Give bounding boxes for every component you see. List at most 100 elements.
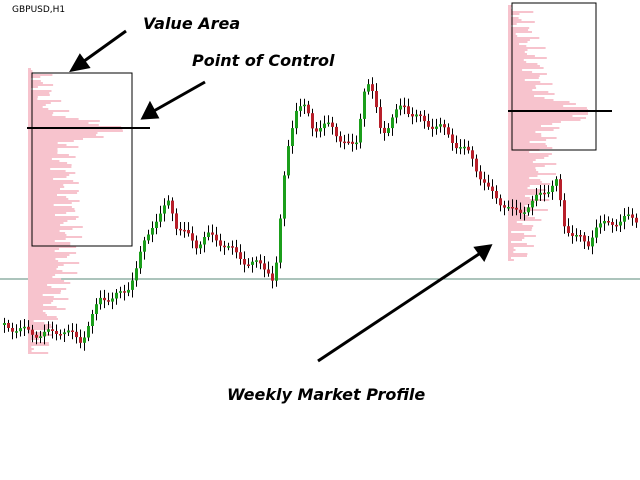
profile-week-2-bar (508, 151, 530, 153)
profile-week-1-bar (28, 256, 67, 258)
profile-week-2-bar (508, 75, 540, 77)
profile-week-2-bar (508, 259, 514, 261)
bull-candle (67, 330, 70, 333)
bull-candle (295, 110, 298, 129)
bear-candle (183, 229, 186, 232)
bear-candle (343, 141, 346, 144)
profile-week-1-bar (28, 346, 32, 348)
bull-candle (327, 122, 330, 125)
profile-week-1-bar (28, 326, 52, 328)
bull-candle (275, 262, 278, 281)
profile-week-2-bar (508, 177, 530, 179)
profile-week-2-bar (508, 237, 525, 239)
profile-week-1-bar (28, 260, 59, 262)
bear-candle (51, 329, 54, 331)
bull-candle (303, 104, 306, 107)
profile-week-1-bar (28, 278, 62, 280)
profile-week-2-bar (508, 257, 511, 259)
bull-candle (287, 146, 290, 176)
profile-week-1-bar (28, 84, 54, 86)
profile-week-2-bar (508, 45, 527, 47)
bear-candle (7, 323, 10, 328)
profile-week-1-bar (28, 202, 72, 204)
bear-candle (567, 226, 570, 233)
bull-candle (39, 336, 42, 338)
bear-candle (571, 233, 574, 236)
bull-candle (159, 213, 162, 222)
bear-candle (331, 122, 334, 127)
bull-candle (155, 221, 158, 228)
profile-week-1-bar (28, 142, 58, 144)
profile-week-1-bar (28, 298, 69, 300)
profile-week-1-bar (28, 272, 78, 274)
profile-week-2-bar (508, 105, 564, 107)
bull-candle (523, 212, 526, 214)
profile-week-1-bar (28, 172, 76, 174)
bear-candle (339, 136, 342, 142)
bear-candle (411, 114, 414, 117)
profile-week-1-bar (28, 140, 74, 142)
profile-week-1-bar (28, 200, 80, 202)
bear-candle (495, 191, 498, 199)
bear-candle (491, 186, 494, 191)
profile-week-2-bar (508, 143, 546, 145)
profile-week-1-bar (28, 174, 70, 176)
bear-candle (223, 245, 226, 248)
profile-week-2-bar (508, 173, 556, 175)
bear-candle (191, 233, 194, 241)
profile-week-1-bar (28, 168, 51, 170)
profile-week-2-bar (508, 29, 529, 31)
profile-week-1-bar (28, 176, 67, 178)
bull-candle (99, 297, 102, 305)
profile-week-2-bar (508, 79, 525, 81)
profile-week-2-bar (508, 95, 535, 97)
profile-week-1-bar (28, 328, 48, 330)
profile-week-2-bar (508, 113, 588, 115)
profile-week-2-bar (508, 67, 544, 69)
bear-candle (427, 121, 430, 127)
bull-candle (139, 251, 142, 269)
profile-week-2-bar (508, 97, 545, 99)
profile-week-1-bar (28, 284, 48, 286)
bull-candle (575, 235, 578, 237)
profile-week-1-bar (28, 304, 44, 306)
bear-candle (447, 127, 450, 135)
profile-week-2-bar (508, 93, 555, 95)
profile-week-1-bar (28, 110, 70, 112)
profile-week-2-bar (508, 119, 581, 121)
bull-candle (299, 106, 302, 111)
profile-week-1-bar (28, 190, 79, 192)
profile-week-1-bar (28, 208, 75, 210)
profile-week-1-bar (28, 330, 31, 332)
profile-week-1-bar (28, 76, 41, 78)
arrows (69, 29, 493, 363)
profile-week-1-bar (28, 314, 47, 316)
bear-candle (171, 200, 174, 214)
profile-week-2-bar (508, 197, 530, 199)
bull-candle (619, 221, 622, 226)
profile-week-1-bar (28, 70, 33, 72)
profile-week-2-bar (508, 249, 516, 251)
profile-week-2-bar (508, 239, 522, 241)
profile-week-2-bar (508, 251, 514, 253)
bull-candle (547, 192, 550, 194)
profile-week-2-bar (508, 17, 519, 19)
arrow-weekly-market-profile (317, 250, 483, 363)
profile-week-1-bar (28, 150, 58, 152)
profile-week-2-bar (508, 157, 545, 159)
profile-week-2-bar (508, 203, 532, 205)
bear-candle (187, 230, 190, 234)
bear-candle (11, 328, 14, 332)
profile-week-1-bar (28, 252, 77, 254)
profile-week-1-bar (28, 348, 34, 350)
profile-week-1-bar (28, 104, 46, 106)
profile-week-2-bar (508, 215, 529, 217)
bull-candle (595, 227, 598, 238)
profile-week-2-bar (508, 153, 552, 155)
profile-week-2-bar (508, 159, 536, 161)
profile-week-1-bar (28, 274, 56, 276)
profile-week-2-bar (508, 39, 530, 41)
profile-week-2-bar (508, 35, 518, 37)
bear-candle (195, 240, 198, 249)
